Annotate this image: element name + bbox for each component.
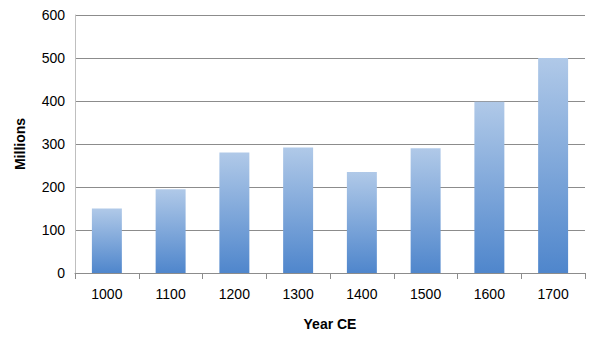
svg-text:1300: 1300: [283, 286, 314, 302]
svg-text:1500: 1500: [410, 286, 441, 302]
svg-text:0: 0: [57, 265, 65, 281]
svg-text:1600: 1600: [474, 286, 505, 302]
svg-text:400: 400: [42, 93, 66, 109]
svg-text:1400: 1400: [346, 286, 377, 302]
svg-text:Millions: Millions: [12, 118, 28, 170]
svg-text:100: 100: [42, 222, 66, 238]
svg-text:200: 200: [42, 179, 66, 195]
svg-text:1100: 1100: [156, 286, 186, 302]
svg-text:1700: 1700: [538, 286, 569, 302]
svg-text:1200: 1200: [219, 286, 250, 302]
svg-text:300: 300: [42, 136, 66, 152]
svg-text:600: 600: [42, 7, 66, 23]
svg-text:500: 500: [42, 50, 66, 66]
svg-text:1000: 1000: [91, 286, 122, 302]
svg-text:Year CE: Year CE: [304, 316, 357, 332]
